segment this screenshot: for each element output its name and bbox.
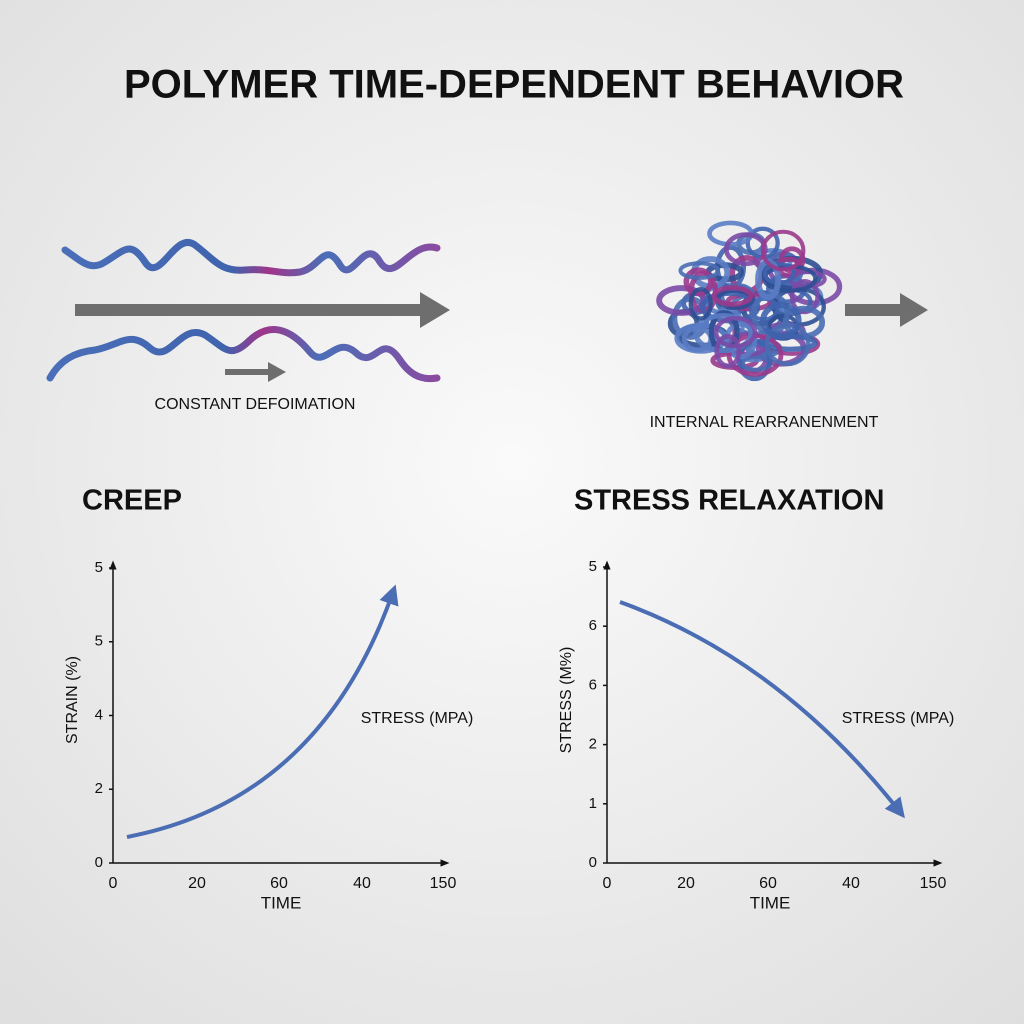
- coil-loop: [688, 287, 713, 321]
- x-tick-label: 0: [603, 875, 612, 892]
- x-tick-label: 150: [920, 875, 947, 892]
- x-tick-label: 60: [270, 875, 288, 892]
- panel-title: STRESS RELAXATION: [574, 485, 884, 517]
- coil-loop: [711, 285, 754, 307]
- x-axis-label: TIME: [261, 893, 302, 912]
- coil-loop: [764, 322, 811, 367]
- coil-loop: [678, 261, 721, 280]
- y-tick-label: 5: [589, 558, 597, 575]
- y-tick-label: 1: [589, 795, 597, 812]
- panel-title: CREEP: [82, 485, 182, 517]
- arrow-head: [900, 293, 928, 327]
- x-tick-label: 40: [353, 875, 371, 892]
- polymer-coil: [656, 220, 843, 382]
- y-tick-label: 5: [95, 633, 103, 650]
- coil-loop: [714, 333, 742, 369]
- x-tick-label: 0: [109, 875, 118, 892]
- coil-loop: [789, 278, 820, 315]
- y-axis-label: STRESS (M%): [558, 647, 575, 754]
- y-tick-label: 2: [589, 736, 597, 753]
- coil-loop: [713, 315, 758, 349]
- y-tick-label: 4: [95, 706, 103, 723]
- polymer-chains: [46, 239, 450, 383]
- x-tick-label: 20: [677, 875, 695, 892]
- y-tick-label: 2: [95, 780, 103, 797]
- x-tick-label: 60: [759, 875, 777, 892]
- y-tick-label: 0: [589, 854, 597, 871]
- coil-loop: [760, 302, 802, 339]
- y-tick-label: 5: [95, 559, 103, 576]
- y-tick-label: 0: [95, 854, 103, 871]
- annotation: STRESS (MPA): [842, 710, 955, 727]
- title: POLYMER TIME-DEPENDENT BEHAVIOR: [124, 63, 904, 107]
- y-axis-label: STRAIN (%): [64, 656, 81, 744]
- y-tick-label: 6: [589, 617, 597, 634]
- x-axis-label: TIME: [750, 893, 791, 912]
- creep-curve: [126, 584, 399, 839]
- x-tick-label: 150: [430, 875, 457, 892]
- coil-loop: [723, 232, 768, 267]
- x-tick-label: 20: [188, 875, 206, 892]
- y-tick-label: 6: [589, 676, 597, 693]
- coil-loop: [760, 229, 806, 272]
- x-tick-label: 40: [842, 875, 860, 892]
- relaxation-curve: [619, 600, 905, 819]
- annotation: STRESS (MPA): [361, 710, 474, 727]
- caption: INTERNAL REARRANENMENT: [650, 414, 879, 431]
- caption: CONSTANT DEFOIMATION: [155, 396, 356, 413]
- coil-loop: [683, 267, 714, 296]
- coil-loop: [693, 313, 754, 354]
